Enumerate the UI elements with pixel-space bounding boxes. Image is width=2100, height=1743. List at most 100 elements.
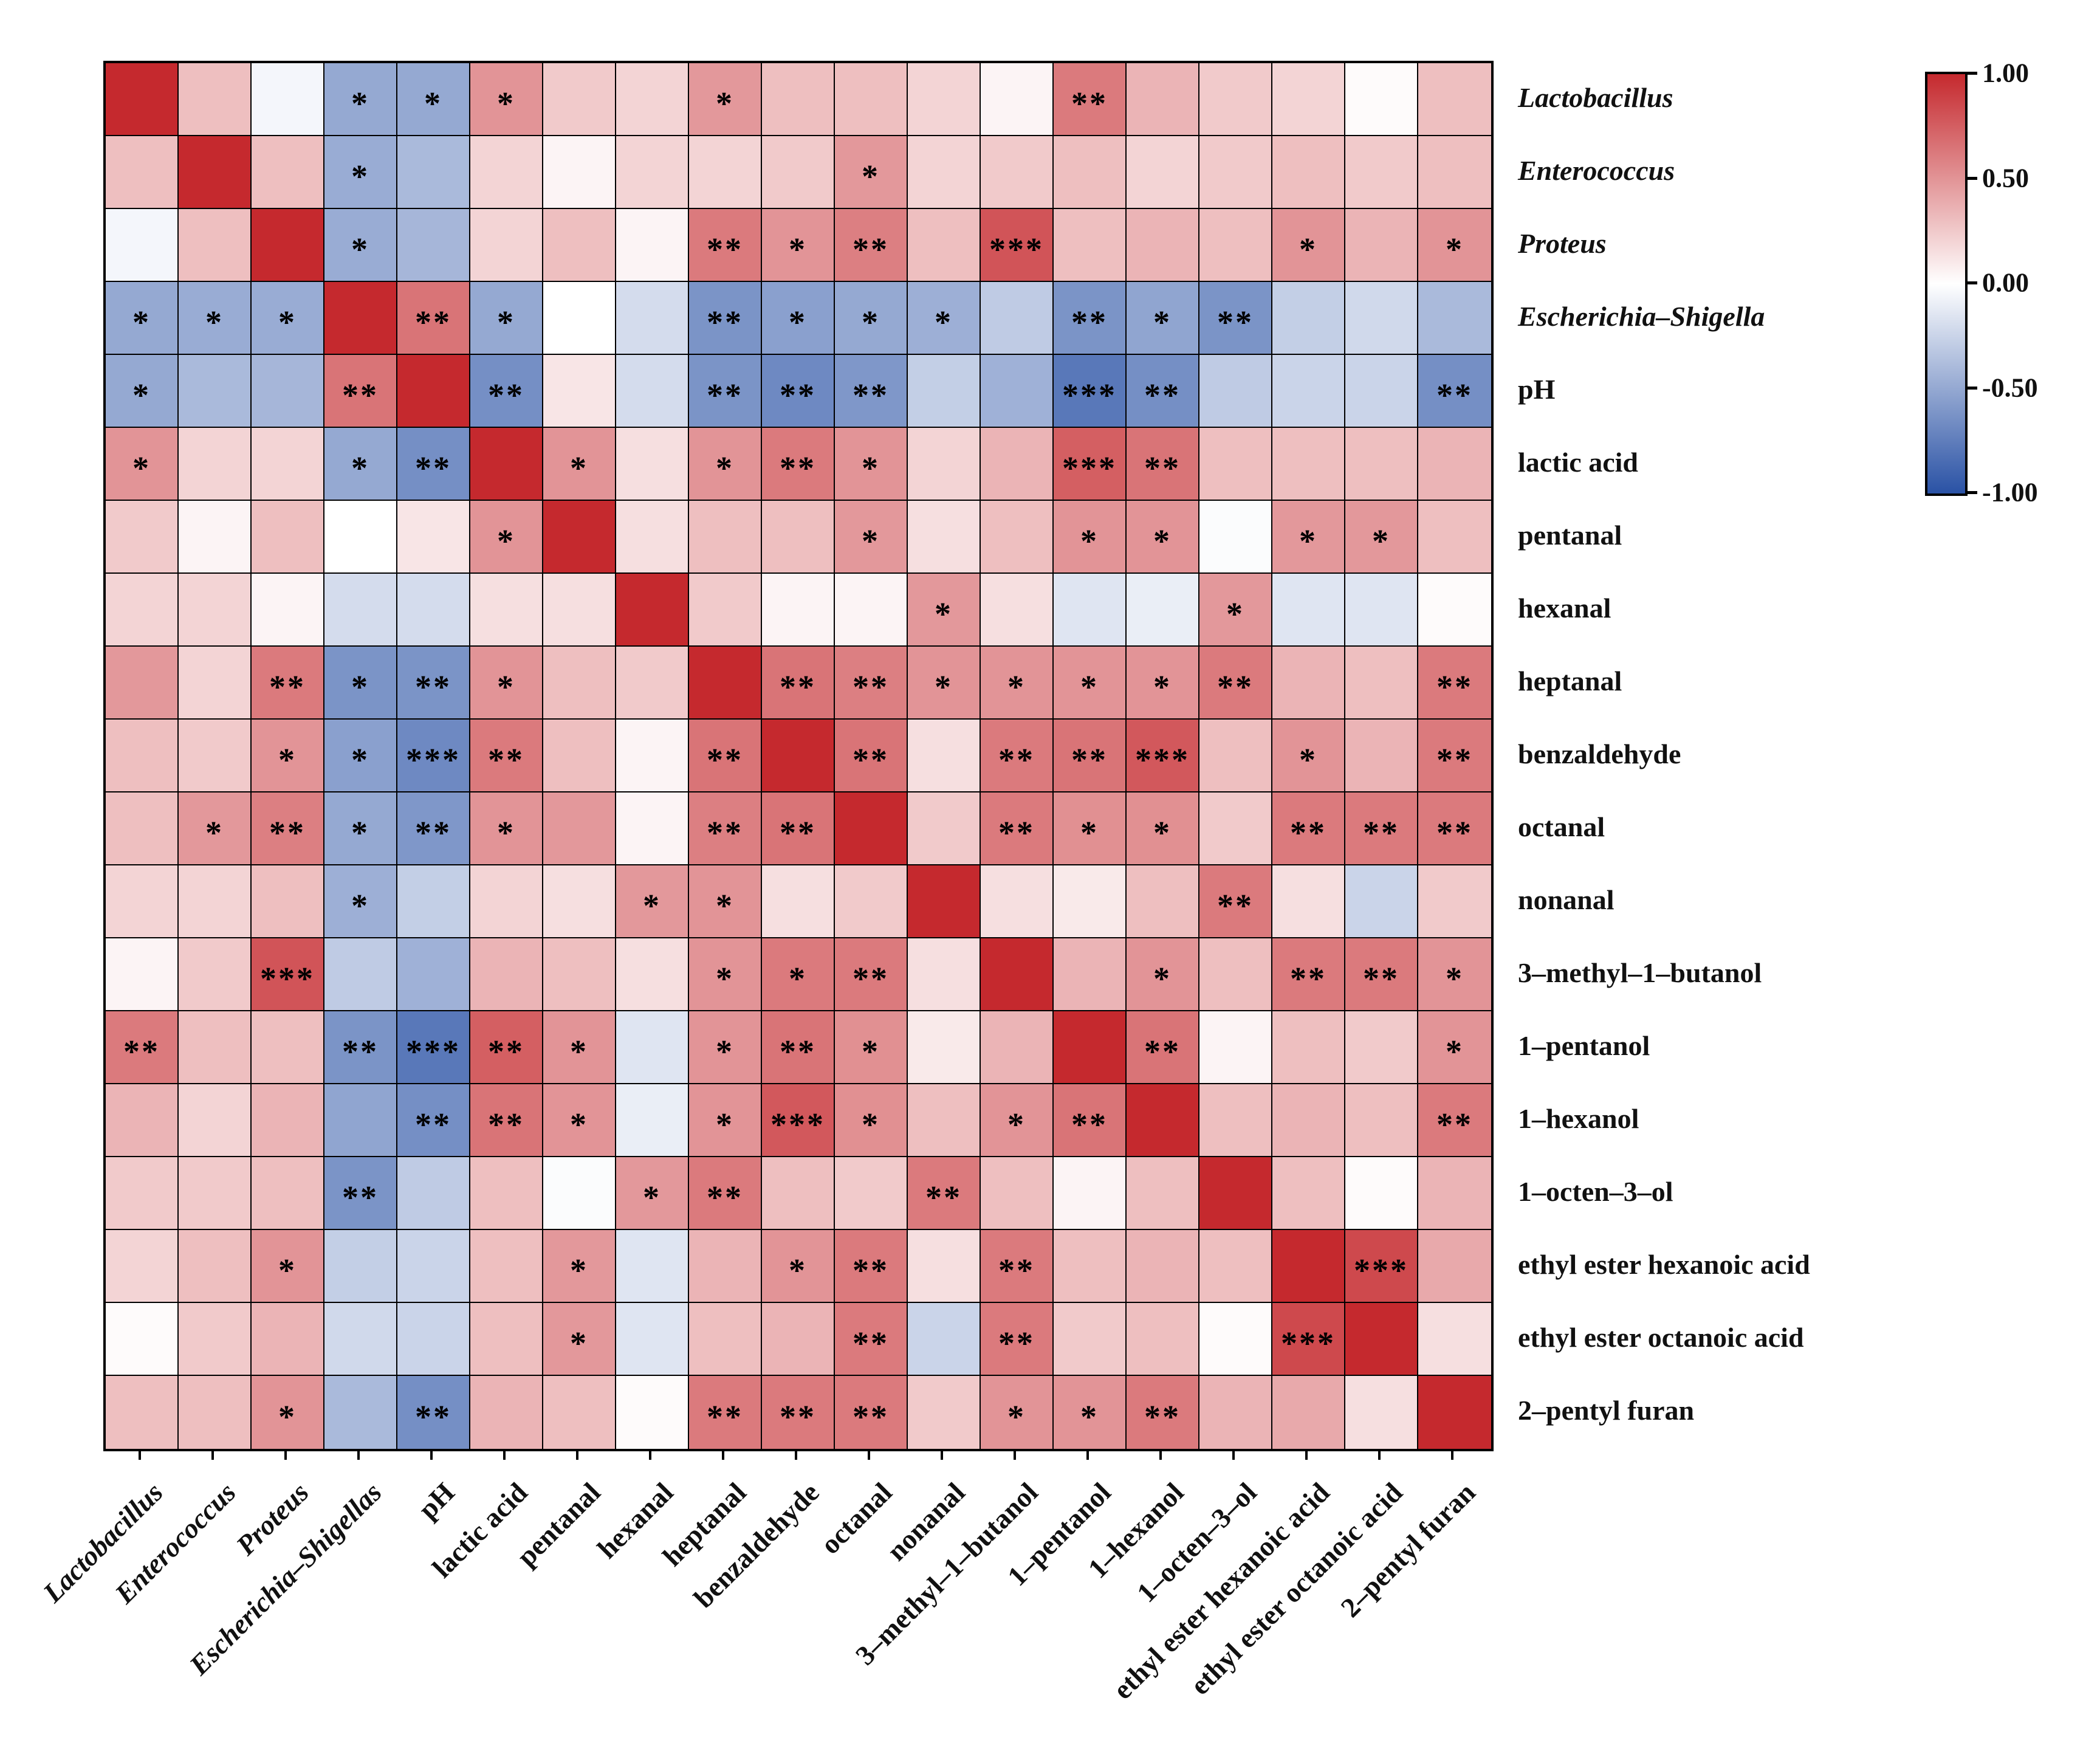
- x-axis-tick: [1086, 1451, 1089, 1460]
- heatmap-cell: *: [252, 1230, 324, 1303]
- heatmap-cell: [1054, 938, 1127, 1011]
- heatmap-cell: *: [1054, 792, 1127, 865]
- heatmap-cell: [689, 574, 762, 647]
- heatmap-cell: *: [252, 720, 324, 792]
- heatmap-cell: [324, 501, 397, 574]
- significance-star: **: [853, 377, 889, 414]
- colorbar-tick-label: 0.50: [1982, 163, 2029, 193]
- heatmap-cell: *: [835, 136, 908, 209]
- heatmap-cell: *: [689, 428, 762, 501]
- heatmap-cell: [1272, 1230, 1345, 1303]
- heatmap-cell: ***: [981, 209, 1054, 282]
- significance-star: *: [132, 304, 151, 341]
- heatmap-cell: *: [1272, 720, 1345, 792]
- significance-star: *: [497, 85, 515, 122]
- heatmap-grid: * * * * ** * * * ** * ** *** * * * * * ** * ** * * * ** * ** * ** **…: [103, 61, 1494, 1451]
- heatmap-cell: [1418, 501, 1491, 574]
- heatmap-cell: [1127, 209, 1199, 282]
- heatmap-cell: [908, 1230, 981, 1303]
- heatmap-cell: [981, 938, 1054, 1011]
- heatmap-cell: [1199, 136, 1272, 209]
- significance-star: **: [488, 1033, 524, 1070]
- heatmap-cell: [1272, 1011, 1345, 1084]
- heatmap-cell: [179, 865, 252, 938]
- heatmap-cell: *: [324, 865, 397, 938]
- heatmap-cell: [543, 355, 616, 428]
- heatmap-cell: **: [1054, 282, 1127, 355]
- heatmap-cell: [1345, 647, 1418, 720]
- heatmap-cell: [106, 938, 179, 1011]
- heatmap-cell: [616, 355, 689, 428]
- significance-star: ***: [406, 741, 461, 779]
- heatmap-cell: *: [616, 1157, 689, 1230]
- heatmap-cell: [1199, 63, 1272, 136]
- heatmap-cell: [616, 1303, 689, 1376]
- significance-star: **: [853, 231, 889, 268]
- heatmap-cell: *: [179, 792, 252, 865]
- significance-star: *: [1153, 523, 1172, 560]
- significance-star: *: [570, 1325, 588, 1362]
- heatmap-cell: [908, 355, 981, 428]
- heatmap-cell: [1345, 574, 1418, 647]
- heatmap-cell: [1127, 865, 1199, 938]
- significance-star: **: [925, 1179, 962, 1216]
- heatmap-cell: **: [981, 792, 1054, 865]
- heatmap-cell: [835, 574, 908, 647]
- heatmap-cell: **: [762, 428, 835, 501]
- row-label: pH: [1518, 373, 1556, 405]
- heatmap-cell: [1054, 1303, 1127, 1376]
- heatmap-cell: [835, 1157, 908, 1230]
- heatmap-cell: **: [981, 1303, 1054, 1376]
- heatmap-cell: [106, 1376, 179, 1449]
- heatmap-cell: **: [835, 209, 908, 282]
- heatmap-cell: [1199, 1157, 1272, 1230]
- significance-star: **: [1290, 960, 1326, 997]
- heatmap-cell: [397, 574, 470, 647]
- heatmap-cell: [908, 209, 981, 282]
- heatmap-cell: [908, 792, 981, 865]
- heatmap-cell: *: [470, 501, 543, 574]
- significance-star: **: [1071, 1106, 1108, 1143]
- heatmap-cell: [543, 209, 616, 282]
- heatmap-cell: [762, 574, 835, 647]
- significance-star: *: [351, 887, 369, 924]
- significance-star: **: [488, 1106, 524, 1143]
- significance-star: **: [853, 741, 889, 779]
- heatmap-cell: [1345, 1084, 1418, 1157]
- significance-star: **: [998, 1325, 1035, 1362]
- heatmap-cell: **: [835, 355, 908, 428]
- heatmap-cell: [1199, 501, 1272, 574]
- significance-star: *: [1007, 1398, 1026, 1435]
- heatmap-cell: *: [470, 647, 543, 720]
- heatmap-cell: *: [689, 1084, 762, 1157]
- heatmap-cell: [179, 428, 252, 501]
- heatmap-cell: [179, 355, 252, 428]
- significance-star: *: [1446, 1033, 1464, 1070]
- row-label: 1–pentanol: [1518, 1030, 1650, 1061]
- significance-star: **: [998, 1252, 1035, 1289]
- heatmap-cell: [1054, 574, 1127, 647]
- significance-star: **: [853, 1325, 889, 1362]
- heatmap-cell: **: [1272, 792, 1345, 865]
- heatmap-cell: [1345, 63, 1418, 136]
- heatmap-cell: [1272, 63, 1345, 136]
- heatmap-cell: **: [397, 428, 470, 501]
- row-label: ethyl ester octanoic acid: [1518, 1321, 1804, 1353]
- row-label: Escherichia–Shigella: [1518, 300, 1765, 332]
- heatmap-cell: **: [1345, 792, 1418, 865]
- heatmap-cell: [106, 136, 179, 209]
- significance-star: **: [707, 231, 743, 268]
- heatmap-cell: [543, 136, 616, 209]
- heatmap-cell: [324, 574, 397, 647]
- heatmap-cell: [1054, 865, 1127, 938]
- x-axis-tick: [357, 1451, 360, 1460]
- significance-star: *: [351, 85, 369, 122]
- x-axis-tick: [576, 1451, 578, 1460]
- heatmap-cell: [689, 1230, 762, 1303]
- significance-star: *: [1153, 960, 1172, 997]
- significance-star: **: [1436, 741, 1473, 779]
- heatmap-cell: [1345, 209, 1418, 282]
- heatmap-cell: [179, 938, 252, 1011]
- heatmap-cell: [1272, 1157, 1345, 1230]
